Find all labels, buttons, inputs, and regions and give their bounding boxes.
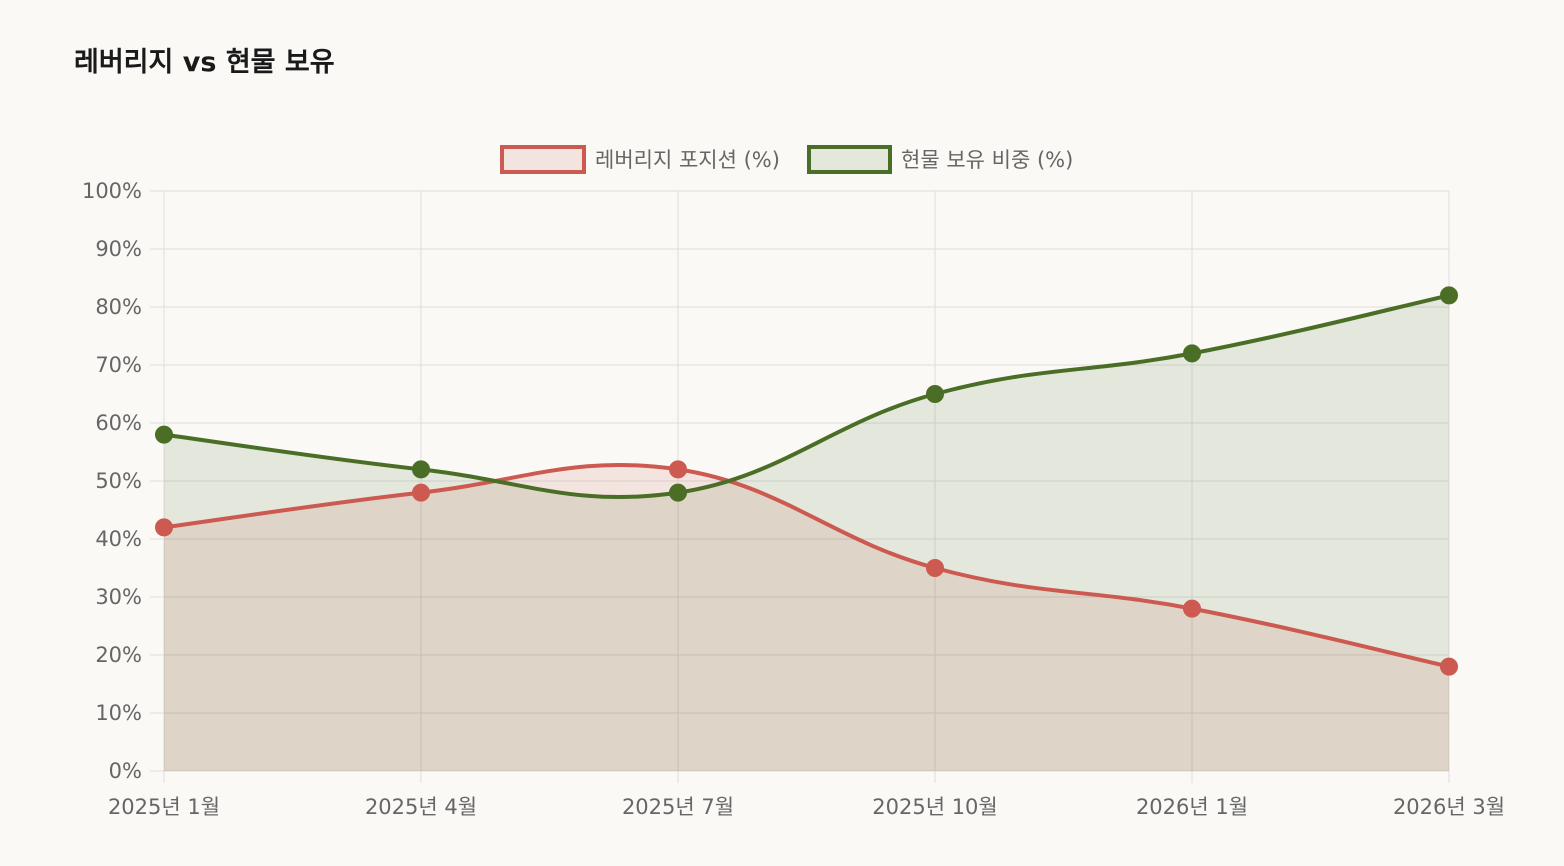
- data-point[interactable]: [412, 460, 430, 479]
- series-fills: [164, 295, 1449, 771]
- legend-label: 현물 보유 비중 (%): [901, 148, 1073, 172]
- data-point[interactable]: [1440, 657, 1458, 676]
- legend: 레버리지 포지션 (%) 현물 보유 비중 (%): [500, 145, 1073, 174]
- x-tick-label: 2026년 3월: [1393, 795, 1505, 819]
- y-tick-label: 0%: [109, 759, 142, 783]
- y-tick-label: 10%: [95, 701, 142, 725]
- x-tick-label: 2026년 1월: [1136, 795, 1248, 819]
- data-points: [155, 286, 1458, 676]
- legend-swatch-bg: [502, 147, 584, 172]
- axis-labels: 0% 10% 20% 30% 40% 50% 60% 70% 80% 90% 100% 2025년 1…: [82, 179, 1505, 819]
- legend-swatch: [500, 145, 586, 174]
- x-tick-label: 2025년 4월: [365, 795, 477, 819]
- x-tick-label: 2025년 1월: [108, 795, 220, 819]
- y-tick-label: 70%: [95, 353, 142, 377]
- data-point[interactable]: [1183, 599, 1201, 618]
- legend-swatch: [807, 145, 892, 174]
- series-fill-1: [164, 464, 1449, 771]
- grid-lines: [150, 190, 1450, 783]
- chart-title: 레버리지 vs 현물 보유: [74, 47, 335, 78]
- series-lines: [163, 293, 1450, 669]
- y-tick-label: 40%: [95, 527, 142, 551]
- y-tick-label: 30%: [95, 585, 142, 609]
- data-point[interactable]: [1183, 344, 1201, 363]
- data-point[interactable]: [669, 483, 687, 502]
- legend-item-1[interactable]: 레버리지 포지션 (%): [500, 145, 780, 174]
- y-tick-label: 100%: [82, 179, 142, 203]
- data-point[interactable]: [926, 559, 944, 577]
- series-line-2: [163, 293, 1450, 500]
- data-point[interactable]: [926, 385, 944, 403]
- data-point[interactable]: [1440, 286, 1458, 305]
- y-tick-label: 90%: [95, 237, 142, 261]
- series-line-1: [163, 462, 1450, 669]
- series-fill-2: [164, 295, 1449, 771]
- legend-label: 레버리지 포지션 (%): [595, 148, 780, 172]
- data-point[interactable]: [155, 425, 173, 444]
- y-tick-label: 80%: [95, 295, 142, 319]
- y-tick-label: 50%: [95, 469, 142, 493]
- legend-swatch-bg: [809, 147, 890, 172]
- x-tick-label: 2025년 7월: [622, 795, 734, 819]
- y-tick-label: 20%: [95, 643, 142, 667]
- data-point[interactable]: [412, 483, 430, 502]
- data-point[interactable]: [155, 518, 173, 537]
- y-tick-label: 60%: [95, 411, 142, 435]
- data-point[interactable]: [669, 460, 687, 479]
- legend-item-2[interactable]: 현물 보유 비중 (%): [807, 145, 1073, 174]
- x-tick-label: 2025년 10월: [872, 795, 997, 819]
